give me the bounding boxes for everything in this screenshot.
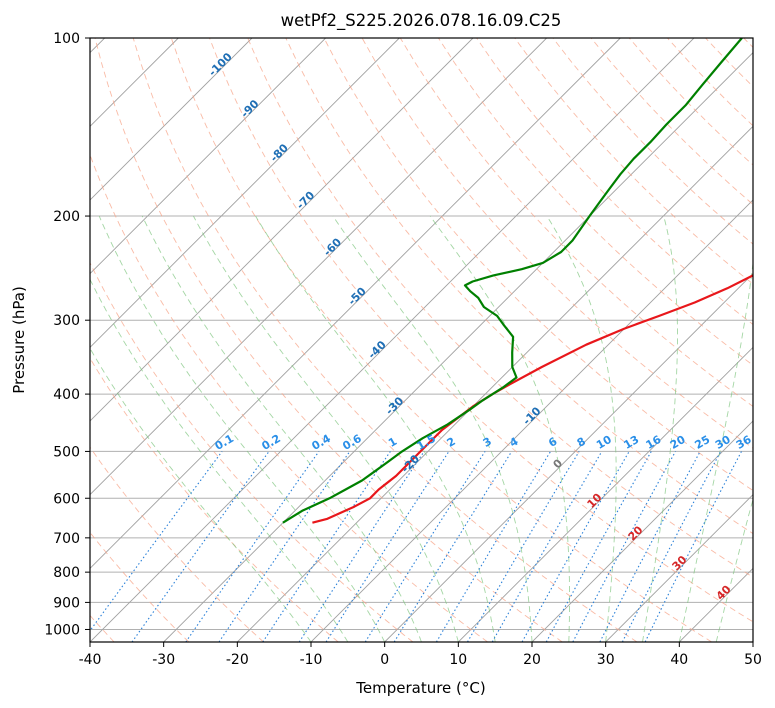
moist-adiabat-line [193, 215, 459, 642]
x-tick-label: -30 [152, 652, 175, 668]
isotherm-line [605, 494, 753, 642]
isotherm-line [458, 346, 753, 642]
moist-adiabat-line [332, 215, 533, 642]
mixing-ratio-line [325, 451, 450, 642]
dry-adiabat-line [90, 261, 414, 642]
mixing-ratio-line [298, 451, 425, 642]
dry-adiabat-line [285, 38, 753, 535]
y-tick-label: 600 [53, 491, 80, 507]
mixing-ratio-line [131, 451, 270, 642]
x-tick-label: -10 [300, 652, 323, 668]
y-tick-label: 1000 [44, 623, 80, 639]
axes: -40 -30 -20 -10 0 10 20 30 40 50 100 200 300 400 500 60… [44, 31, 762, 668]
dry-adiabat-line [170, 38, 712, 642]
mixing-ratio-line [185, 451, 320, 642]
isotherm-line [237, 125, 753, 642]
mixing-ratio-line [521, 451, 630, 642]
y-tick-label: 300 [53, 313, 80, 329]
isotherm-line [531, 420, 753, 642]
dry-adiabat-line [90, 446, 264, 642]
mixing-ratio-line [621, 451, 722, 642]
moist-adiabat-line [678, 259, 753, 642]
x-tick-label: 40 [670, 652, 688, 668]
isotherm-line [90, 38, 547, 496]
moist-adiabat-line [546, 215, 617, 642]
x-tick-label: 50 [744, 652, 762, 668]
moist-adiabat-line [90, 347, 312, 642]
dry-adiabat-line [247, 38, 753, 578]
moist-adiabat-line [141, 215, 422, 642]
dry-adiabat-line [94, 38, 563, 642]
x-tick-label: -40 [79, 652, 102, 668]
y-tick-label: 100 [53, 31, 80, 47]
moist-adiabat-line [98, 215, 386, 642]
x-axis-label: Temperature (°C) [355, 679, 485, 697]
dry-adiabat-line [90, 357, 339, 642]
y-tick-label: 800 [53, 565, 80, 581]
isotherm-line [90, 38, 474, 422]
dry-adiabat-line [209, 38, 753, 623]
plot-frame [89, 37, 754, 643]
isotherm-line [90, 38, 253, 201]
moist-adiabat-line [429, 215, 570, 642]
isotherm-line [163, 52, 753, 642]
mixing-ratio-label: 36 [734, 433, 754, 452]
mixing-ratio-line [545, 451, 652, 642]
x-tick-label: 30 [597, 652, 615, 668]
x-tick-label: -20 [226, 652, 249, 668]
x-tick-label: 10 [449, 652, 467, 668]
plot-area [90, 38, 753, 642]
mixing-ratio-line [218, 451, 351, 642]
isotherm-line [384, 273, 753, 642]
isotherm-line [90, 38, 695, 642]
y-tick-label: 900 [53, 595, 80, 611]
moist-adiabat-line [642, 215, 678, 642]
mixing-ratio-line [262, 451, 391, 642]
mixing-ratio-line [644, 451, 742, 642]
y-tick-label: 700 [53, 531, 80, 547]
y-axis-label: Pressure (hPa) [10, 286, 28, 394]
temperature-profile-line [312, 274, 753, 524]
mixing-ratio-line [393, 451, 513, 642]
y-tick-label: 400 [53, 387, 80, 403]
y-tick-label: 500 [53, 444, 80, 460]
mixing-ratio-line [90, 451, 223, 632]
chart-title: wetPf2_S225.2026.078.16.09.C25 [281, 11, 562, 31]
dewpoint-profile-line [282, 38, 743, 524]
dry-adiabat-line [514, 38, 753, 285]
dry-adiabat-line [132, 38, 638, 642]
isotherm-line [90, 38, 400, 348]
dry-adiabat-line [476, 38, 753, 326]
x-tick-label: 0 [380, 652, 389, 668]
isotherm-line [90, 38, 326, 275]
isotherm-line [90, 38, 621, 569]
y-tick-label: 200 [53, 209, 80, 225]
mixing-ratio-line [572, 451, 676, 642]
x-tick-label: 20 [523, 652, 541, 668]
dry-adiabat-line [323, 38, 753, 492]
